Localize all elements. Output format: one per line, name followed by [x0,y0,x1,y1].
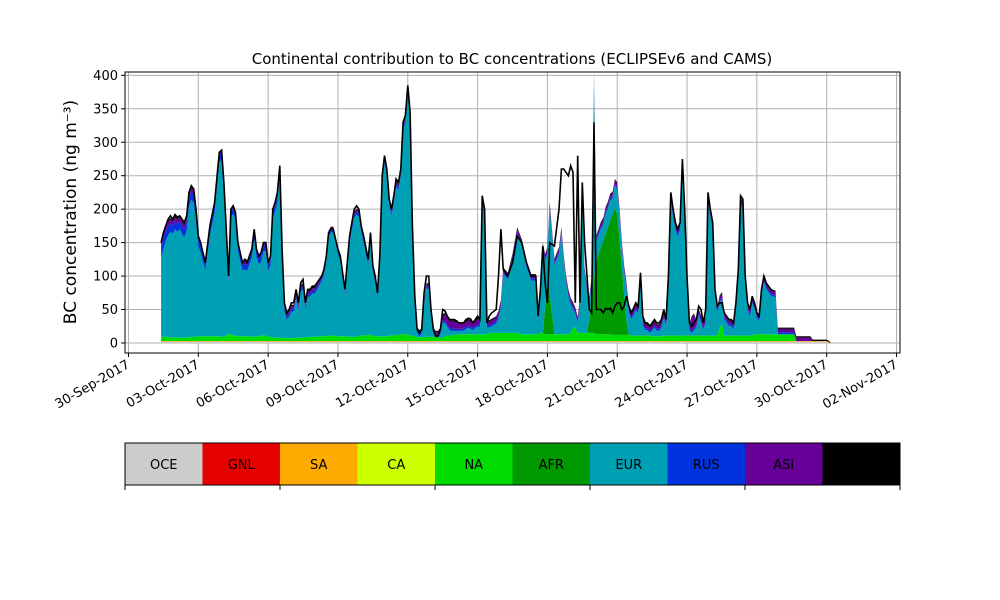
legend-label-afr: AFR [539,458,564,473]
y-tick-label: 400 [93,69,118,84]
x-tick-label: 30-Oct-2017 [752,357,830,411]
legend-label-rus: RUS [693,458,720,473]
y-tick-label: 200 [93,203,118,218]
area-oce [161,341,876,343]
chart-title: Continental contribution to BC concentra… [252,50,773,68]
legend-label-oce: OCE [150,458,178,473]
area-eur [161,80,876,343]
y-tick-label: 350 [93,102,118,117]
legend-swatch-eur [590,443,668,485]
area-na [161,324,876,343]
legend-frame [124,442,901,486]
legend-label-na: NA [464,458,483,473]
legend-label-eur: EUR [615,458,642,473]
legend-swatch-na [435,443,513,485]
y-tick-label: 250 [93,169,118,184]
x-tick-label: 12-Oct-2017 [333,357,411,411]
legend-swatch-oce [125,443,203,485]
y-axis: 0 50 100 150 200 250 300 350 400 [93,69,125,351]
x-tick-label: 30-Sep-2017 [53,357,133,412]
legend-label-asi: ASI [773,458,794,473]
x-tick-label: 21-Oct-2017 [543,357,621,411]
legend-swatch-sa [280,443,358,485]
legend-swatch-rus [667,443,746,485]
x-tick-label: 09-Oct-2017 [264,357,342,411]
stacked-areas [161,73,876,344]
x-axis: 30-Sep-201703-Oct-201706-Oct-201709-Oct-… [53,353,901,412]
legend-swatch-afr [512,443,591,485]
legend-label-aus: AUS [848,458,875,473]
x-tick-label: 06-Oct-2017 [194,357,272,411]
x-tick-label: 27-Oct-2017 [682,357,760,411]
area-sa [161,341,876,343]
series-total-outline [160,85,776,338]
x-tick-label: 24-Oct-2017 [613,357,691,411]
legend-swatch-gnl [202,443,281,485]
legend-label-sa: SA [310,458,327,473]
y-tick-label: 0 [110,336,118,351]
y-tick-label: 50 [101,303,118,318]
x-tick-label: 02-Nov-2017 [820,357,900,412]
legend-swatch-aus [822,443,901,485]
y-tick-label: 300 [93,136,118,151]
legend: OCE GNL SA CA NA AFR EUR RUS ASI AUS [124,442,901,490]
y-tick-label: 150 [93,236,118,251]
plot-frame [124,71,901,354]
x-tick-label: 03-Oct-2017 [124,357,202,411]
legend-swatch-ca [357,443,436,485]
y-axis-label: BC concentration (ng m⁻³) [61,100,81,324]
legend-label-ca: CA [387,458,405,473]
x-tick-label: 18-Oct-2017 [473,357,551,411]
y-tick-label: 100 [93,270,118,285]
x-tick-label: 15-Oct-2017 [403,357,481,411]
legend-label-gnl: GNL [228,458,256,473]
legend-swatch-asi [745,443,823,485]
